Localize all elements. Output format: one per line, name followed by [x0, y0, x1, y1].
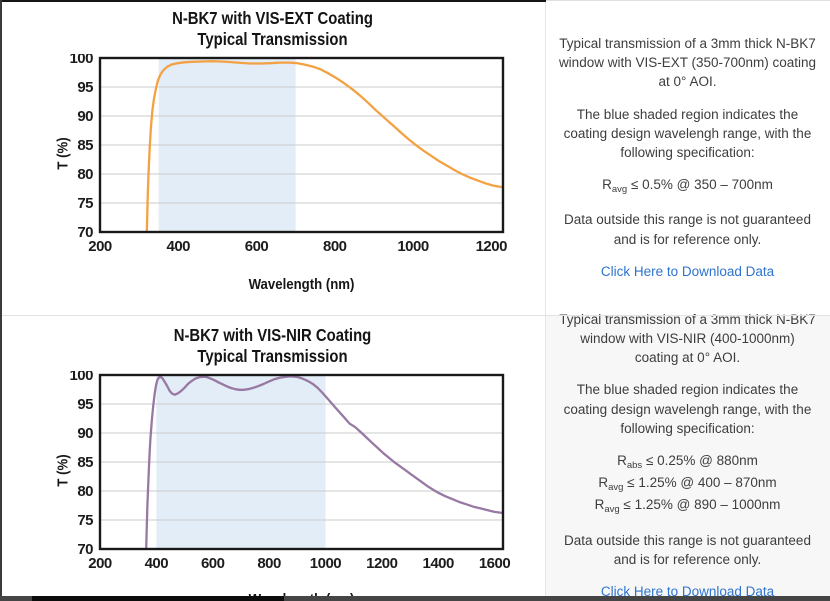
y-tick-label: 95: [77, 79, 93, 96]
x-tick-label: 1600: [479, 555, 511, 572]
column-divider: [545, 0, 546, 596]
x-tick-label: 400: [145, 555, 169, 572]
y-tick-label: 90: [77, 425, 93, 442]
x-tick-label: 600: [201, 555, 225, 572]
spec-line: Ravg ≤ 1.25% @ 400 – 870nm: [595, 473, 781, 495]
x-tick-label: 1000: [397, 238, 429, 255]
vis-ext-chart-panel: N-BK7 with VIS-EXT Coating Typical Trans…: [0, 0, 545, 315]
chart-title-line1: N-BK7 with VIS-EXT Coating: [172, 8, 373, 28]
y-axis-label: T (%): [54, 137, 72, 170]
transmission-curve: [145, 375, 503, 549]
disclaimer-paragraph: Data outside this range is not guarantee…: [564, 532, 811, 567]
y-tick-label: 70: [77, 541, 93, 558]
y-tick-label: 75: [77, 195, 93, 212]
x-tick-label: 1200: [366, 555, 398, 572]
x-tick-label: 800: [323, 238, 347, 255]
spec-subscript: avg: [608, 482, 624, 494]
x-tick-label: 400: [166, 238, 190, 255]
spec-subscript: avg: [611, 184, 628, 196]
x-tick-label: 200: [88, 555, 112, 572]
x-tick-label: 1400: [422, 555, 454, 572]
y-tick-label: 80: [77, 483, 93, 500]
x-tick-label: 1200: [476, 238, 508, 255]
spec-subscript: abs: [626, 459, 643, 471]
chart-title-line2: Typical Transmission: [197, 29, 348, 49]
description-paragraph: Typical transmission of a 3mm thick N-BK…: [558, 36, 817, 90]
disclaimer-paragraph: Data outside this range is not guarantee…: [564, 212, 811, 247]
vis-ext-plot-area: T (%) 200 400 600 800 1000 1200 70 75 80 85 90 95 10…: [0, 50, 545, 256]
spec-condition: ≤ 0.5% @ 350 – 700nm: [627, 177, 773, 193]
y-tick-label: 100: [69, 371, 93, 384]
y-tick-label: 100: [69, 54, 93, 67]
shaded-region-paragraph: The blue shaded region indicates the coa…: [563, 106, 812, 160]
table-top-border: [0, 0, 546, 2]
spec-symbol: R: [594, 497, 605, 513]
y-tick-label: 75: [77, 512, 93, 529]
spec-symbol: R: [602, 177, 612, 193]
scrollbar-thumb[interactable]: [32, 596, 284, 601]
spec-subscript: avg: [604, 504, 620, 516]
spec-block: Rabs ≤ 0.25% @ 880nm Ravg ≤ 1.25% @ 400 …: [595, 451, 781, 518]
row-divider: [0, 315, 830, 316]
transmission-curve: [145, 60, 503, 232]
y-tick-label: 95: [77, 396, 93, 413]
description-paragraph: Typical transmission of a 3mm thick N-BK…: [559, 311, 816, 366]
x-tick-label: 800: [257, 555, 281, 572]
vis-nir-chart-panel: N-BK7 with VIS-NIR Coating Typical Trans…: [0, 315, 545, 596]
y-tick-label: 85: [77, 454, 93, 471]
x-axis-label: Wavelength (nm): [248, 276, 355, 293]
y-axis-label: T (%): [54, 454, 72, 487]
x-axis-label: Wavelength (nm): [124, 591, 479, 596]
x-tick-label: 600: [245, 238, 269, 255]
vis-nir-plot-area: T (%) 200 400 600 800 1000 1200 1400 1600 70 75 80…: [0, 367, 545, 573]
spec-condition: ≤ 1.25% @ 890 – 1000nm: [619, 497, 781, 513]
top-border-light: [546, 0, 830, 1]
spec-block: Ravg ≤ 0.5% @ 350 – 700nm: [602, 175, 773, 197]
vis-ext-chart-title: N-BK7 with VIS-EXT Coating Typical Trans…: [41, 8, 504, 50]
y-tick-label: 85: [77, 137, 93, 154]
shaded-region-paragraph: The blue shaded region indicates the coa…: [563, 382, 812, 436]
vis-ext-transmission-plot: 200 400 600 800 1000 1200 70 75 80 85 90 95 100: [69, 50, 508, 255]
y-tick-label: 80: [77, 166, 93, 183]
spec-symbol: R: [598, 475, 609, 491]
horizontal-scrollbar[interactable]: [0, 596, 830, 601]
x-tick-label: 200: [88, 238, 112, 255]
spec-line: Rabs ≤ 0.25% @ 880nm: [595, 451, 781, 473]
vis-ext-description-panel: Typical transmission of a 3mm thick N-BK…: [545, 0, 830, 315]
chart-title-line2: Typical Transmission: [197, 346, 348, 366]
table-left-border: [0, 0, 2, 596]
spec-line: Ravg ≤ 0.5% @ 350 – 700nm: [602, 175, 773, 197]
spec-condition: ≤ 1.25% @ 400 – 870nm: [623, 475, 777, 491]
spec-line: Ravg ≤ 1.25% @ 890 – 1000nm: [595, 495, 781, 517]
plot-frame: [98, 373, 505, 551]
download-data-link[interactable]: Click Here to Download Data: [600, 583, 775, 599]
y-tick-label: 90: [77, 108, 93, 125]
spec-symbol: R: [617, 452, 627, 468]
vis-ext-row: N-BK7 with VIS-EXT Coating Typical Trans…: [0, 0, 830, 315]
x-tick-label: 1000: [310, 555, 342, 572]
vis-nir-chart-title: N-BK7 with VIS-NIR Coating Typical Trans…: [41, 325, 504, 367]
vis-nir-transmission-plot: 200 400 600 800 1000 1200 1400 1600 70 75 80 85 90 95…: [69, 367, 511, 572]
plot-frame: [98, 56, 505, 234]
y-tick-label: 70: [77, 224, 93, 241]
download-data-link[interactable]: Click Here to Download Data: [600, 263, 775, 279]
vis-nir-description-panel: Typical transmission of a 3mm thick N-BK…: [545, 312, 830, 599]
spec-condition: ≤ 0.25% @ 880nm: [642, 452, 758, 468]
chart-title-line1: N-BK7 with VIS-NIR Coating: [173, 325, 372, 345]
vis-nir-row: N-BK7 with VIS-NIR Coating Typical Trans…: [0, 312, 830, 599]
